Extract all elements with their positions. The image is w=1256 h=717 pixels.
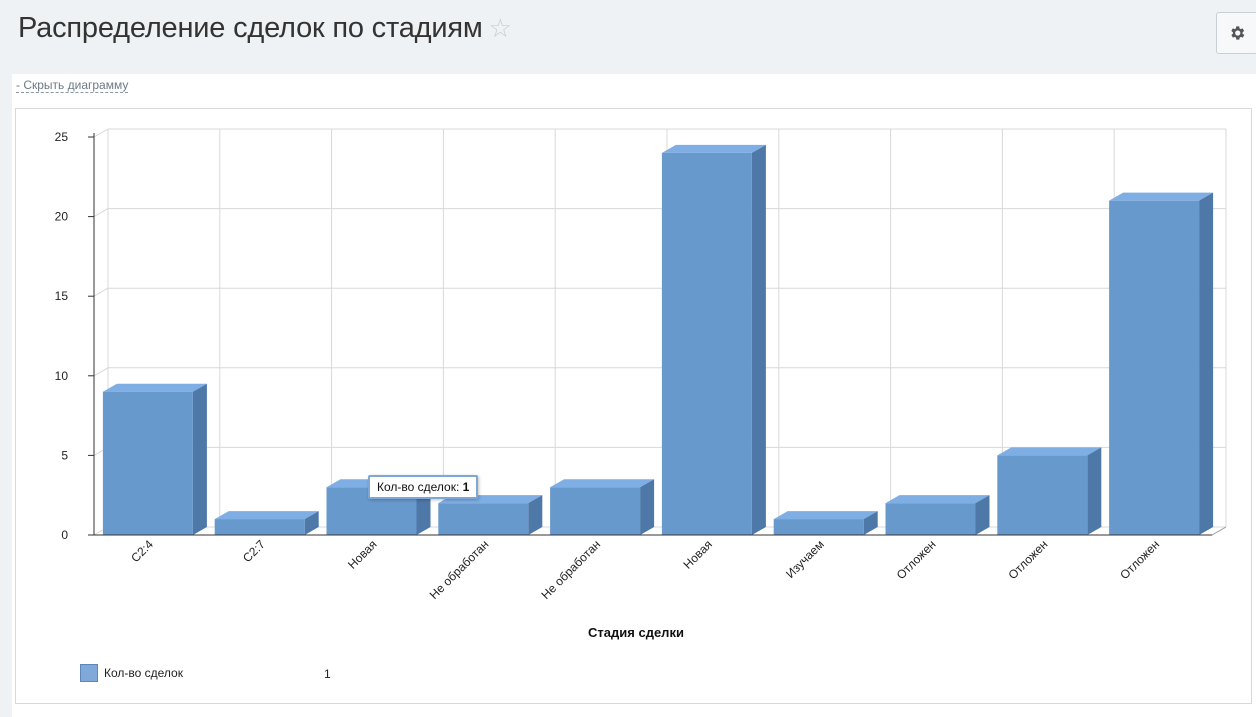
page-title: Распределение сделок по стадиям ☆: [18, 12, 512, 45]
bar-top: [550, 479, 655, 488]
bar-top: [661, 144, 766, 153]
x-tick-label: Не обработан: [539, 537, 604, 602]
bar-side: [1199, 192, 1214, 535]
bar: [102, 391, 193, 535]
x-tick-label: Изучаем: [783, 537, 827, 581]
bar-top: [773, 511, 878, 520]
report-panel: - Скрыть диаграмму 0 5 10 15 20 25 C2:4 C2:7 Нов…: [12, 74, 1256, 717]
page-title-text: Распределение сделок по стадиям: [18, 12, 483, 44]
bar-chart: 0 5 10 15 20 25 C2:4 C2:7 Новая Не обработан Не об…: [55, 128, 1227, 602]
x-tick-label: Новая: [681, 537, 715, 571]
grid-line-diagonal: [93, 208, 109, 218]
y-tick-label: 10: [55, 369, 69, 383]
y-tick-label: 0: [61, 528, 68, 542]
tooltip-label: Кол-во сделок:: [377, 480, 460, 494]
legend-label: Кол-во сделок: [104, 666, 183, 680]
bar: [438, 503, 529, 535]
x-axis-title: Стадия сделки: [588, 625, 684, 640]
x-tick-label: Не обработан: [427, 537, 492, 602]
grid-line-diagonal: [93, 287, 109, 297]
x-tick-label: C2:7: [240, 537, 268, 565]
bar-top: [885, 495, 990, 504]
chart-tooltip: Кол-во сделок: 1: [368, 475, 479, 499]
bar: [885, 503, 976, 535]
tooltip-value: 1: [462, 480, 470, 494]
y-tick-label: 20: [55, 210, 69, 224]
bar-side: [863, 511, 878, 535]
floor-edge: [1211, 526, 1227, 536]
grid-line-diagonal: [93, 128, 109, 138]
star-icon[interactable]: ☆: [488, 13, 512, 43]
x-tick-label: C2:4: [128, 537, 156, 565]
bar: [550, 487, 641, 535]
bar: [997, 455, 1088, 535]
bar: [773, 519, 864, 535]
bar: [1109, 200, 1200, 535]
legend-swatch: [80, 664, 98, 682]
gear-icon: [1231, 26, 1245, 40]
bar-side: [640, 479, 655, 535]
grid-line-diagonal: [93, 367, 109, 377]
y-tick-label: 15: [55, 289, 69, 303]
y-tick-label: 5: [61, 448, 68, 462]
y-tick-label: 25: [55, 130, 69, 144]
x-tick-label: Отложен: [894, 537, 939, 582]
x-tick-label: Новая: [345, 537, 379, 571]
bar-top: [214, 511, 319, 520]
bar-side: [975, 495, 990, 535]
bar-top: [102, 383, 207, 392]
bar-side: [751, 144, 766, 536]
hide-chart-link[interactable]: - Скрыть диаграмму: [16, 78, 129, 93]
chart-container: 0 5 10 15 20 25 C2:4 C2:7 Новая Не обработан Не об…: [15, 108, 1252, 704]
bar: [214, 519, 305, 535]
x-tick-label: Отложен: [1005, 537, 1050, 582]
bar: [661, 152, 752, 536]
x-tick-label: Отложен: [1117, 537, 1162, 582]
bar-top: [1109, 192, 1214, 201]
bar-side: [192, 383, 207, 535]
legend-value: 1: [324, 667, 331, 681]
bar-side: [304, 511, 319, 535]
bar-side: [1087, 447, 1102, 535]
bar-side: [528, 495, 543, 535]
bar-top: [997, 447, 1102, 456]
legend: Кол-во сделок: [80, 663, 183, 683]
settings-button[interactable]: [1216, 12, 1256, 54]
